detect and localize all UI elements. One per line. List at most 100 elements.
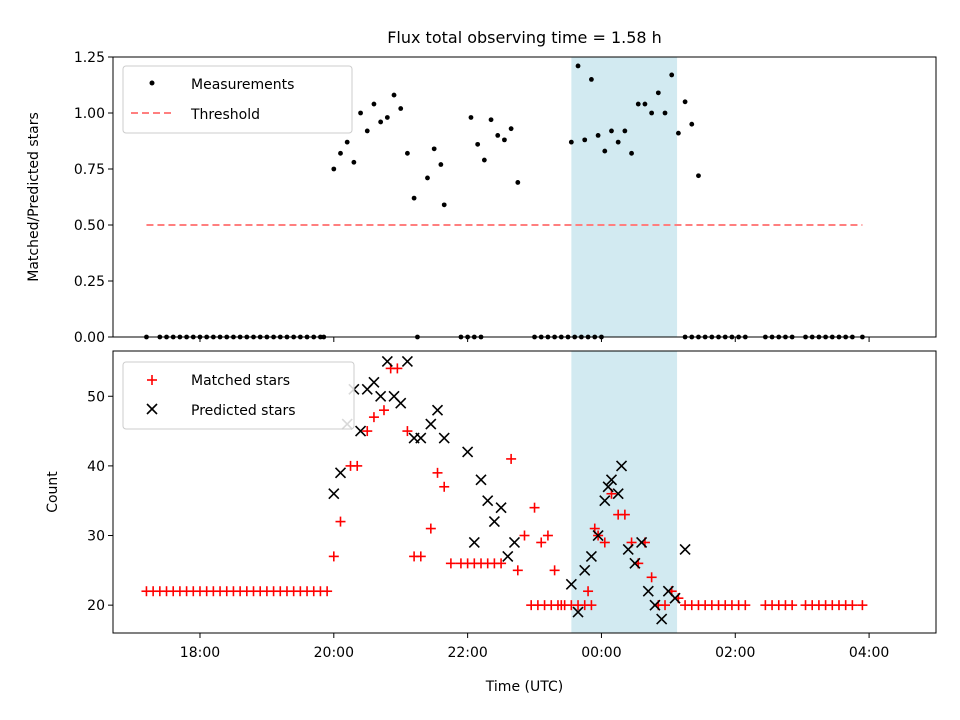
legend-matched-label: Matched stars (191, 373, 290, 389)
matched-star-point (583, 586, 594, 597)
matched-star-point (787, 600, 798, 611)
predicted-star-point (579, 564, 591, 576)
measurement-point (615, 139, 621, 145)
measurement-point (431, 146, 437, 152)
count-legend: Matched stars Predicted stars (122, 361, 355, 430)
predicted-star-point (368, 376, 380, 388)
x-tick-label: 00:00 (581, 645, 621, 661)
matched-star-point (586, 600, 597, 611)
predicted-star-point (395, 397, 407, 409)
measurement-point (371, 101, 377, 107)
x-tick-label: 04:00 (849, 645, 889, 661)
measurement-point (502, 137, 507, 143)
measurement-point (602, 148, 608, 154)
y-tick-label: 1.00 (74, 106, 105, 122)
predicted-star-point (612, 488, 624, 500)
ratio-y-axis-label: Matched/Predicted stars (26, 112, 42, 282)
legend-plus-glyph (147, 375, 157, 385)
legend-threshold-label: Threshold (190, 107, 260, 123)
matched-star-point (857, 600, 868, 611)
matched-star-point (352, 460, 363, 471)
measurement-point (488, 117, 494, 123)
matched-star-point (445, 558, 456, 569)
matched-star-point (402, 426, 413, 437)
legend-measurements-marker (149, 80, 155, 86)
count-plot-frame (112, 350, 937, 634)
y-tick-label: 30 (87, 529, 105, 545)
matched-star-point (619, 509, 630, 520)
measurement-point (669, 72, 675, 78)
measurement-point (398, 106, 404, 111)
predicted-star-point (475, 474, 487, 486)
measurement-point (662, 110, 668, 116)
measurement-point (468, 115, 474, 120)
y-tick-label: 1.25 (74, 50, 105, 66)
predicted-star-point (679, 543, 691, 556)
measurement-point (622, 128, 628, 134)
measurement-point (495, 133, 501, 138)
predicted-star-point (425, 418, 437, 430)
matched-star-point (512, 565, 523, 576)
measurement-point (411, 195, 417, 201)
matched-star-point (549, 565, 560, 576)
predicted-star-point (629, 557, 641, 569)
measurement-point (589, 77, 594, 82)
x-tick-label: 02:00 (715, 645, 755, 661)
matched-star-point (646, 572, 657, 583)
matched-star-point (660, 600, 671, 611)
measurement-point (481, 157, 487, 163)
measurement-point (635, 101, 641, 107)
measurement-point (515, 180, 521, 185)
legend-matched-marker (147, 375, 157, 385)
predicted-star-point (615, 460, 628, 472)
measurement-point (405, 150, 410, 156)
predicted-star-point (642, 585, 654, 597)
matched-star-point (415, 551, 426, 562)
measurement-point (629, 150, 634, 156)
predicted-star-point (656, 613, 668, 625)
predicted-star-point (334, 467, 347, 479)
observing-time-span (571, 57, 678, 337)
matched-star-point (519, 530, 530, 541)
measurement-point (391, 92, 397, 98)
matched-star-point (335, 516, 346, 527)
matched-star-point (432, 467, 443, 478)
matched-star-point (378, 405, 389, 416)
ratio-panel: 0.00 0.25 0.50 0.75 1.00 1.25 Flux total obse… (26, 28, 937, 346)
measurement-point (696, 173, 701, 179)
predicted-star-point (401, 355, 413, 368)
predicted-star-point (438, 432, 450, 444)
legend-predicted-label: Predicted stars (191, 403, 296, 419)
measurement-point (378, 119, 384, 125)
matched-star-point (536, 537, 547, 548)
predicted-star-point (495, 502, 507, 514)
predicted-star-point (381, 355, 393, 368)
measurement-point (331, 166, 337, 172)
predicted-star-point (502, 550, 514, 562)
legend-predicted-marker (146, 403, 158, 415)
predicted-star-point (328, 488, 340, 500)
measurement-point (655, 90, 661, 96)
matched-star-point (529, 502, 540, 513)
measurement-point (338, 150, 343, 156)
matched-star-point (368, 412, 379, 423)
predicted-star-point (565, 578, 577, 590)
measurement-point (475, 141, 481, 147)
predicted-star-point (462, 446, 474, 458)
measurement-point (508, 126, 514, 132)
x-tick-label: 20:00 (314, 645, 354, 661)
measurement-point (441, 202, 447, 208)
predicted-star-point (622, 543, 634, 556)
predicted-star-point (572, 606, 584, 618)
predicted-star-point (649, 599, 661, 611)
measurement-point (358, 110, 363, 116)
predicted-star-point (636, 536, 648, 549)
predicted-star-point (669, 592, 681, 604)
y-tick-label: 20 (87, 598, 105, 614)
measurement-point (582, 137, 588, 143)
measurement-point (351, 159, 357, 165)
y-tick-label: 50 (87, 389, 105, 405)
observing-time-span-bottom (571, 351, 678, 633)
measurement-point (595, 133, 601, 138)
